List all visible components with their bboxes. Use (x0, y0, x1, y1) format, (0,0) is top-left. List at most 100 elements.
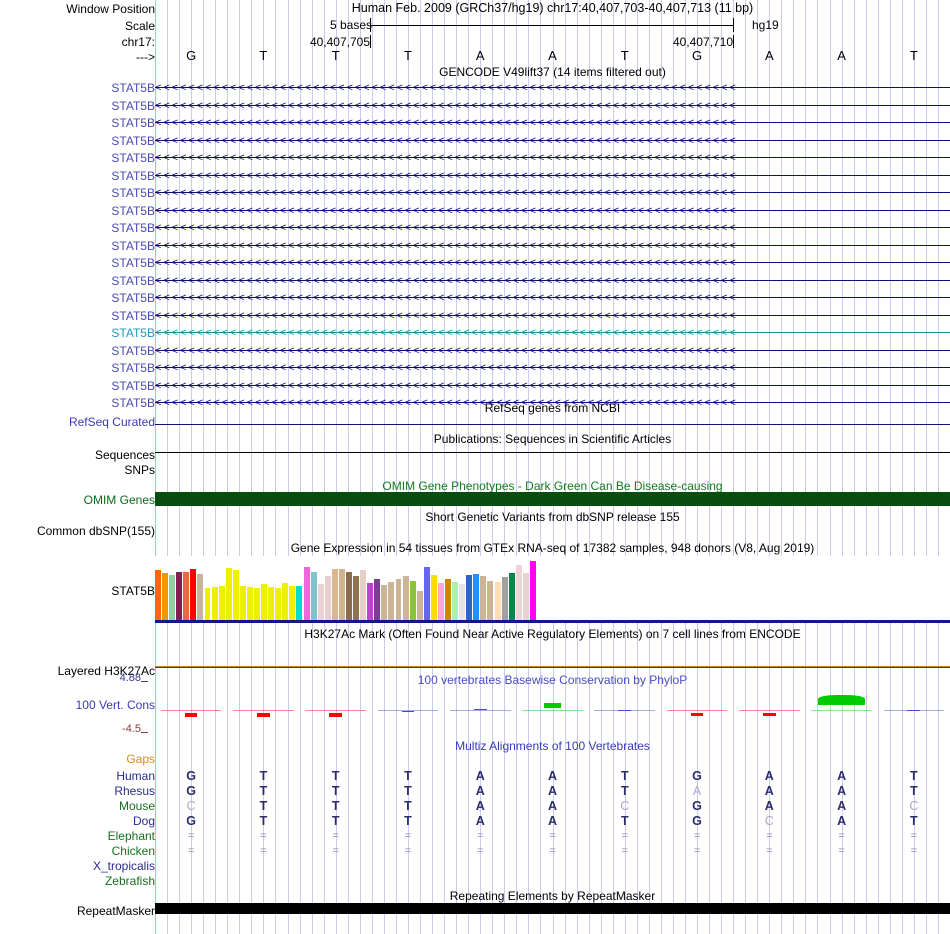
layered-h3k27ac-label[interactable]: Layered H3K27Ac (57, 664, 155, 678)
gtex-tissue-bar[interactable] (487, 580, 494, 620)
publications-snps-label[interactable]: SNPs (124, 463, 155, 477)
gencode-gene-label[interactable]: STAT5B (111, 273, 155, 288)
gtex-tissue-bar[interactable] (183, 572, 190, 620)
gtex-tissue-bar[interactable] (437, 582, 444, 620)
gtex-tissue-bar[interactable] (360, 569, 367, 620)
gtex-tissue-bar[interactable] (409, 580, 416, 620)
multiz-species-label[interactable]: Elephant (107, 829, 155, 843)
gtex-tissue-bar[interactable] (254, 588, 260, 620)
gtex-stat5b-label[interactable]: STAT5B (111, 584, 155, 598)
refseq-feature-line[interactable] (155, 424, 950, 425)
gtex-tissue-bar[interactable] (324, 576, 331, 620)
gtex-tissue-bar[interactable] (367, 582, 374, 620)
gencode-transcript-row[interactable]: <<<<<<<<<<<<<<<<<<<<<<<<<<<<<<<<<<<<<<<<… (155, 135, 950, 147)
gtex-tissue-bar[interactable] (430, 575, 437, 620)
gtex-tissue-bar[interactable] (246, 586, 253, 620)
gtex-tissue-bar[interactable] (289, 585, 296, 620)
gencode-gene-label[interactable]: STAT5B (111, 186, 155, 200)
gtex-tissue-bar[interactable] (282, 582, 289, 620)
gtex-tissue-bar[interactable] (204, 588, 211, 620)
gtex-tissue-bar[interactable] (317, 583, 324, 620)
gencode-gene-label[interactable]: STAT5B (111, 361, 155, 375)
gtex-tissue-bar[interactable] (388, 581, 395, 620)
gencode-transcript-row[interactable]: <<<<<<<<<<<<<<<<<<<<<<<<<<<<<<<<<<<<<<<<… (155, 222, 950, 234)
gtex-tissue-bar[interactable] (261, 583, 268, 620)
multiz-species-label[interactable]: Chicken (111, 844, 155, 858)
gencode-gene-label[interactable]: STAT5B (111, 238, 155, 253)
gencode-gene-label[interactable]: STAT5B (111, 203, 155, 218)
gencode-transcript-row[interactable]: <<<<<<<<<<<<<<<<<<<<<<<<<<<<<<<<<<<<<<<<… (155, 292, 950, 304)
gtex-tissue-bar[interactable] (423, 566, 430, 620)
repeatmasker-bar[interactable] (155, 903, 950, 914)
gencode-transcript-row[interactable]: <<<<<<<<<<<<<<<<<<<<<<<<<<<<<<<<<<<<<<<<… (155, 205, 950, 217)
conservation-plot[interactable] (155, 686, 950, 734)
gtex-tissue-bar[interactable] (501, 577, 508, 620)
gencode-transcript-row[interactable]: <<<<<<<<<<<<<<<<<<<<<<<<<<<<<<<<<<<<<<<<… (155, 345, 950, 357)
multiz-alignment-row[interactable]: = = = = = = = = = = = (155, 829, 950, 844)
gtex-tissue-bar[interactable] (529, 561, 536, 620)
gencode-transcript-row[interactable]: <<<<<<<<<<<<<<<<<<<<<<<<<<<<<<<<<<<<<<<<… (155, 327, 950, 339)
gencode-gene-label[interactable]: STAT5B (111, 116, 155, 130)
gtex-tissue-bar[interactable] (296, 585, 303, 620)
multiz-alignment-row[interactable] (155, 874, 950, 889)
gtex-tissue-bar[interactable] (480, 576, 487, 620)
publications-sequences-label[interactable]: Sequences (94, 448, 155, 462)
gencode-transcript-row[interactable]: <<<<<<<<<<<<<<<<<<<<<<<<<<<<<<<<<<<<<<<<… (155, 240, 950, 252)
gencode-gene-label[interactable]: STAT5B (111, 308, 155, 323)
gtex-tissue-bar[interactable] (331, 568, 338, 620)
gtex-tissue-bar[interactable] (239, 585, 246, 620)
gtex-tissue-bar[interactable] (508, 573, 515, 620)
gtex-tissue-bar[interactable] (395, 579, 402, 620)
gtex-tissue-bar[interactable] (473, 574, 480, 620)
gencode-transcript-row[interactable]: <<<<<<<<<<<<<<<<<<<<<<<<<<<<<<<<<<<<<<<<… (155, 187, 950, 199)
gtex-tissue-bar[interactable] (452, 581, 459, 620)
gtex-tissue-bar[interactable] (402, 576, 409, 620)
gtex-tissue-bar[interactable] (338, 568, 345, 620)
gtex-tissue-bar[interactable] (162, 573, 169, 620)
gtex-tissue-bar[interactable] (374, 579, 381, 620)
multiz-species-label[interactable]: Zebrafish (104, 874, 155, 888)
gtex-tissue-bar[interactable] (268, 586, 275, 620)
repeatmasker-label[interactable]: RepeatMasker (76, 904, 155, 918)
gencode-gene-label[interactable]: STAT5B (111, 98, 155, 113)
gencode-transcript-row[interactable]: <<<<<<<<<<<<<<<<<<<<<<<<<<<<<<<<<<<<<<<<… (155, 275, 950, 287)
gtex-tissue-bar[interactable] (232, 569, 239, 620)
gencode-transcript-row[interactable]: <<<<<<<<<<<<<<<<<<<<<<<<<<<<<<<<<<<<<<<<… (155, 380, 950, 392)
gencode-transcript-row[interactable]: <<<<<<<<<<<<<<<<<<<<<<<<<<<<<<<<<<<<<<<<… (155, 362, 950, 374)
gtex-tissue-bar[interactable] (494, 581, 501, 620)
gtex-tissue-bar[interactable] (155, 569, 161, 620)
multiz-species-label[interactable]: Mouse (118, 799, 155, 813)
gencode-transcript-row[interactable]: <<<<<<<<<<<<<<<<<<<<<<<<<<<<<<<<<<<<<<<<… (155, 257, 950, 269)
refseq-curated-label[interactable]: RefSeq Curated (68, 415, 155, 429)
conservation-label[interactable]: 100 Vert. Cons (75, 698, 155, 712)
multiz-species-label[interactable]: Rhesus (114, 784, 155, 798)
multiz-species-label[interactable]: X_tropicalis (92, 859, 155, 873)
gencode-gene-label[interactable]: STAT5B (111, 343, 155, 358)
gtex-tissue-bar[interactable] (218, 585, 225, 620)
multiz-alignment-row[interactable] (155, 859, 950, 874)
gencode-gene-label[interactable]: STAT5B (111, 133, 155, 148)
gencode-transcript-row[interactable]: <<<<<<<<<<<<<<<<<<<<<<<<<<<<<<<<<<<<<<<<… (155, 100, 950, 112)
gencode-transcript-row[interactable]: <<<<<<<<<<<<<<<<<<<<<<<<<<<<<<<<<<<<<<<<… (155, 170, 950, 182)
gtex-tissue-bar[interactable] (459, 583, 466, 620)
gencode-transcript-row[interactable]: <<<<<<<<<<<<<<<<<<<<<<<<<<<<<<<<<<<<<<<<… (155, 117, 950, 129)
gencode-transcript-row[interactable]: <<<<<<<<<<<<<<<<<<<<<<<<<<<<<<<<<<<<<<<<… (155, 152, 950, 164)
gencode-transcript-row[interactable]: <<<<<<<<<<<<<<<<<<<<<<<<<<<<<<<<<<<<<<<<… (155, 310, 950, 322)
gtex-tissue-bar[interactable] (169, 575, 176, 620)
gtex-tissue-bar[interactable] (310, 572, 317, 620)
gtex-tissue-bar[interactable] (381, 584, 388, 620)
gtex-tissue-bar[interactable] (190, 568, 197, 620)
multiz-gaps-label[interactable]: Gaps (126, 752, 155, 766)
gencode-gene-label[interactable]: STAT5B (111, 221, 155, 235)
omim-gene-bar[interactable] (155, 492, 950, 506)
gtex-tissue-bar[interactable] (225, 567, 232, 620)
gtex-tissue-bar[interactable] (176, 572, 183, 620)
gencode-gene-label[interactable]: STAT5B (111, 168, 155, 183)
gencode-gene-label[interactable]: STAT5B (111, 378, 155, 393)
gencode-gene-label[interactable]: STAT5B (111, 396, 155, 410)
multiz-species-label[interactable]: Dog (132, 814, 155, 828)
